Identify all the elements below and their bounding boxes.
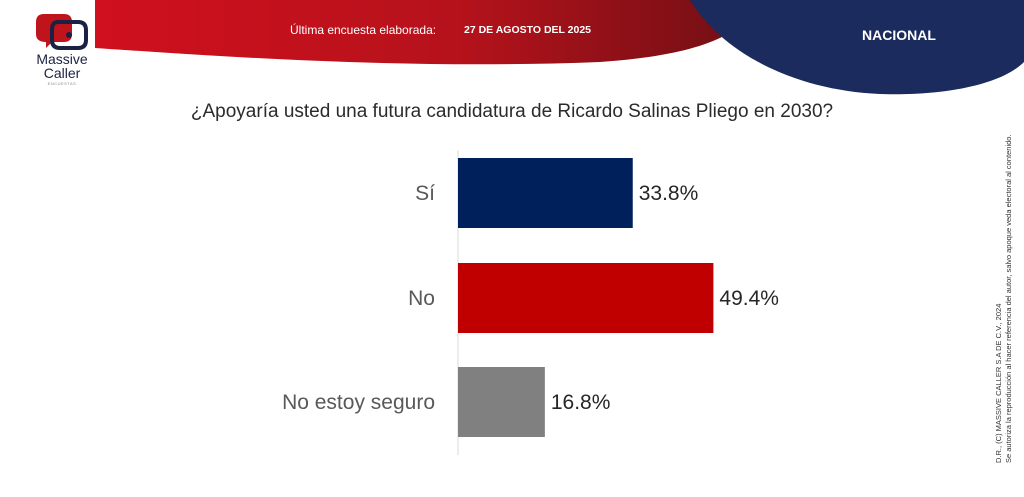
speech-bubble-logo-icon — [36, 14, 88, 50]
data-label: 33.8% — [639, 182, 699, 205]
bar — [458, 367, 545, 437]
copyright-line1: D.R., (C) MASSIVE CALLER S.A DE C.V., 20… — [994, 304, 1003, 463]
survey-label: Última encuesta elaborada: — [290, 23, 437, 37]
header-banner — [95, 0, 1024, 95]
region-label: NACIONAL — [862, 27, 936, 43]
category-label: Sí — [415, 182, 435, 205]
category-label: No — [408, 287, 435, 310]
category-label: No estoy seguro — [282, 391, 435, 414]
copyright-line2: Se autoriza la reproducción al hacer ref… — [1004, 134, 1013, 463]
massive-caller-logo: Massive Caller ENCUESTAS — [22, 8, 102, 88]
bar — [458, 263, 714, 333]
logo-name-line1: Massive — [36, 51, 88, 67]
copyright-notice: D.R., (C) MASSIVE CALLER S.A DE C.V., 20… — [992, 118, 1016, 468]
logo-tagline: ENCUESTAS — [47, 81, 77, 86]
bar — [458, 158, 633, 228]
data-label: 16.8% — [551, 391, 611, 414]
logo-name-line2: Caller — [43, 65, 81, 81]
survey-date: 27 DE AGOSTO DEL 2025 — [464, 24, 592, 36]
data-label: 49.4% — [719, 287, 779, 310]
chart-question-title: ¿Apoyaría usted una futura candidatura d… — [190, 101, 834, 122]
